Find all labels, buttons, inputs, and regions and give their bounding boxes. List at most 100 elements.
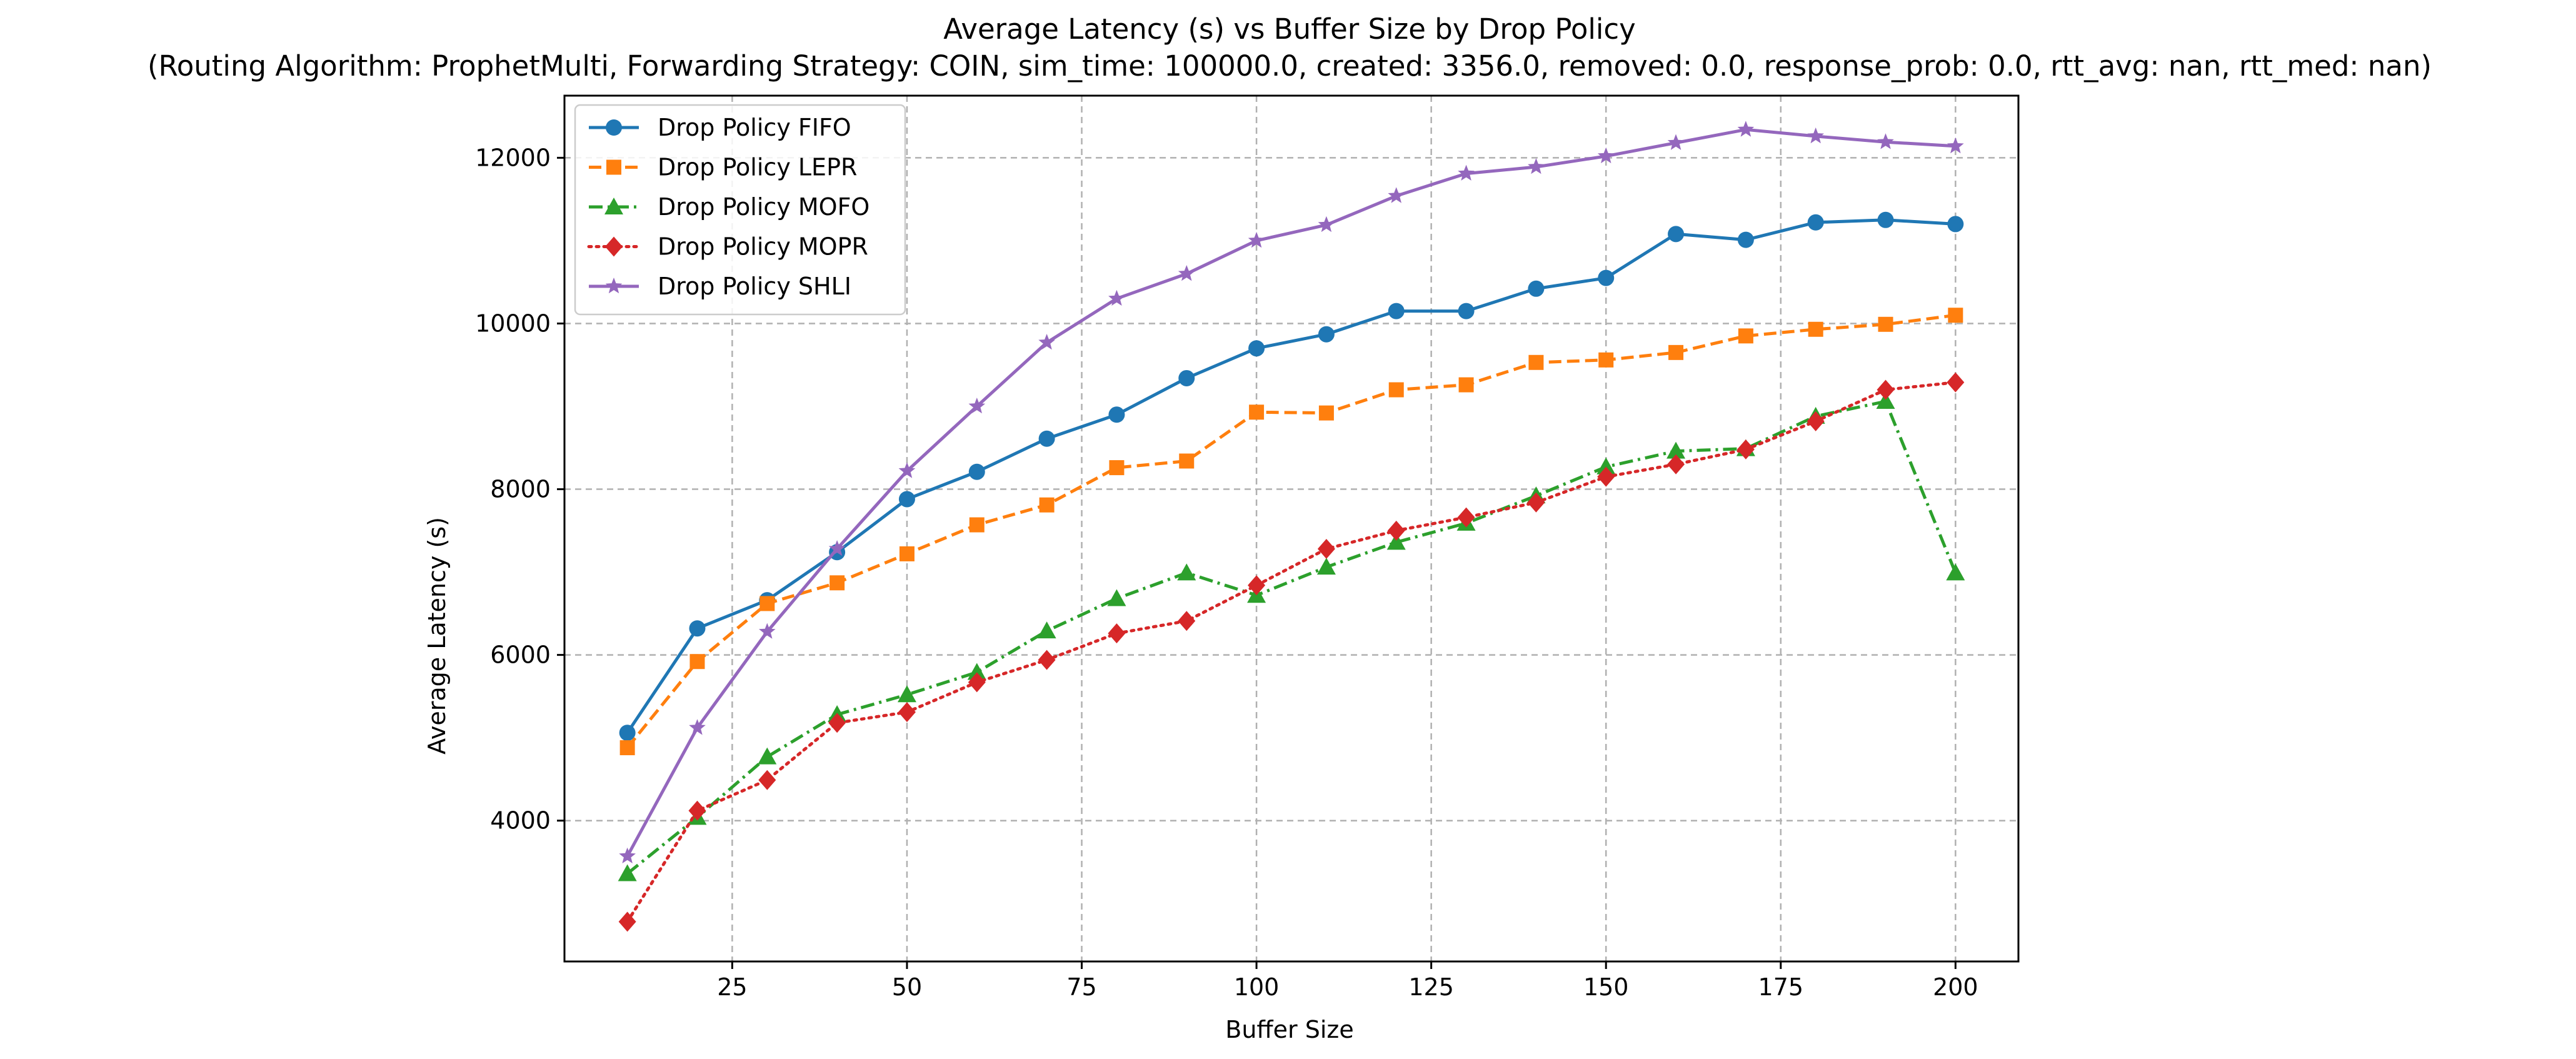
data-point (1877, 379, 1895, 400)
data-point (1738, 328, 1753, 344)
data-point (1807, 411, 1825, 431)
series-line (626, 381, 1957, 923)
legend-label: Drop Policy LEPR (658, 154, 857, 181)
legend-label: Drop Policy SHLI (658, 273, 851, 300)
data-point (1318, 405, 1334, 421)
data-point (688, 800, 706, 821)
data-point (1318, 216, 1335, 233)
data-point (1596, 457, 1616, 474)
data-point (1387, 520, 1405, 541)
data-point (1668, 344, 1684, 360)
data-point (1667, 454, 1685, 474)
data-point (1458, 303, 1475, 319)
data-point (969, 517, 985, 533)
y-tick-label: 12000 (475, 144, 551, 171)
data-point (1249, 404, 1265, 420)
data-point (1388, 303, 1405, 319)
data-point (1388, 187, 1405, 203)
y-tick-label: 10000 (475, 309, 551, 337)
data-point (1598, 269, 1615, 286)
data-point (1388, 382, 1404, 398)
data-point (758, 747, 777, 765)
data-point (1668, 226, 1685, 243)
legend-label: Drop Policy MOPR (658, 233, 868, 261)
legend: Drop Policy FIFO Drop Policy LEPR Drop Pol… (574, 104, 906, 316)
x-tick-label: 75 (1066, 973, 1096, 1001)
data-point (1038, 430, 1055, 447)
data-point (1178, 611, 1196, 631)
data-point (1737, 231, 1754, 248)
legend-marker (606, 159, 621, 175)
data-point (618, 911, 636, 932)
series-drop-policy-mofo (618, 392, 1965, 881)
data-point (968, 398, 986, 414)
series-line (626, 399, 1957, 875)
data-point (829, 575, 845, 591)
data-point (1597, 466, 1615, 487)
data-point (1248, 340, 1265, 357)
data-point (1386, 533, 1406, 550)
data-point (1037, 621, 1056, 639)
data-point (899, 546, 915, 561)
data-point (1527, 492, 1545, 513)
series-drop-policy-shli (619, 121, 1964, 863)
data-point (1598, 352, 1614, 368)
ticks: 25 50 75 100 125 150 175 200 4000 6000 8000 10000 12… (475, 144, 1978, 1001)
data-point (1039, 497, 1055, 513)
data-point (1737, 439, 1755, 459)
data-point (1597, 147, 1615, 164)
x-tick-label: 50 (892, 973, 922, 1001)
data-point (1038, 650, 1056, 670)
data-point (759, 596, 775, 611)
y-axis-label: Average Latency (s) (423, 517, 451, 755)
data-point (1878, 316, 1893, 332)
data-point (1179, 453, 1195, 469)
x-axis-label: Buffer Size (1225, 1016, 1353, 1043)
data-point (1248, 575, 1266, 596)
data-point (1109, 460, 1125, 476)
data-point (1528, 280, 1545, 297)
data-point (1808, 321, 1823, 337)
data-point (1737, 121, 1755, 137)
data-point (968, 463, 985, 480)
data-point (1807, 127, 1824, 144)
chart-subtitle: (Routing Algorithm: ProphetMulti, Forwar… (148, 49, 2432, 83)
data-point (1877, 211, 1894, 228)
data-point (1038, 334, 1055, 350)
data-point (1528, 354, 1544, 370)
data-point (1528, 158, 1545, 174)
data-point (1946, 563, 1965, 581)
legend-label: Drop Policy MOFO (658, 193, 870, 221)
legend-marker (605, 236, 623, 257)
series-layer (618, 121, 1965, 932)
data-point (897, 685, 916, 703)
data-point (1876, 392, 1895, 409)
data-point (1947, 372, 1965, 393)
legend-box (574, 104, 906, 316)
series-line (626, 218, 1956, 734)
data-point (967, 663, 986, 680)
data-point (1947, 137, 1964, 154)
data-point (1177, 563, 1196, 581)
legend-marker (604, 198, 623, 214)
series-drop-policy-lepr (619, 308, 1963, 756)
data-point (1107, 589, 1126, 606)
data-point (898, 491, 915, 508)
data-point (1178, 265, 1195, 281)
data-point (759, 623, 776, 639)
legend-label: Drop Policy FIFO (658, 114, 851, 141)
data-point (1807, 214, 1824, 231)
data-point (1947, 216, 1964, 233)
data-point (619, 740, 635, 756)
data-point (1108, 406, 1125, 423)
x-tick-label: 200 (1933, 973, 1978, 1001)
data-point (1317, 538, 1335, 559)
data-point (1458, 164, 1475, 181)
y-tick-label: 4000 (490, 807, 551, 835)
data-point (1666, 441, 1686, 459)
data-point (1458, 377, 1474, 393)
y-tick-label: 6000 (490, 641, 551, 669)
plot-frame (563, 94, 2020, 963)
data-point (968, 672, 986, 693)
series-drop-policy-mopr (618, 372, 1965, 932)
